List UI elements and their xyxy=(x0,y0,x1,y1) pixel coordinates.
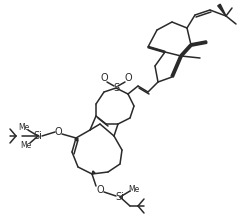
Text: S: S xyxy=(113,83,119,93)
Text: Si: Si xyxy=(34,131,42,141)
Text: O: O xyxy=(96,185,104,195)
Text: Me: Me xyxy=(18,124,30,132)
Text: O: O xyxy=(54,127,62,137)
Text: O: O xyxy=(100,73,108,83)
Text: Me: Me xyxy=(128,184,140,194)
Polygon shape xyxy=(75,138,78,141)
Text: O: O xyxy=(124,73,132,83)
Text: Me: Me xyxy=(20,141,32,150)
Polygon shape xyxy=(218,4,226,16)
Polygon shape xyxy=(92,171,95,174)
Text: Si: Si xyxy=(116,192,124,202)
